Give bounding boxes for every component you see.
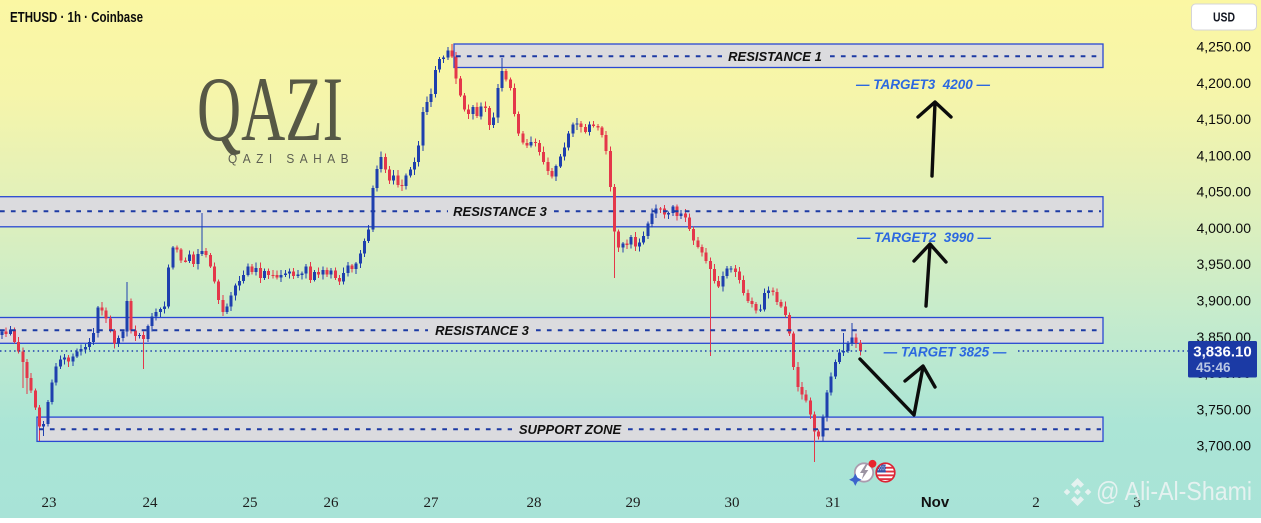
svg-text:— TARGET2 3990 —: — TARGET2 3990 — (856, 230, 992, 245)
svg-text:RESISTANCE 3: RESISTANCE 3 (435, 323, 529, 338)
svg-text:23: 23 (42, 495, 57, 511)
svg-text:4,000.00: 4,000.00 (1197, 220, 1252, 236)
svg-text:3,700.00: 3,700.00 (1197, 438, 1252, 454)
svg-text:4,050.00: 4,050.00 (1197, 184, 1252, 200)
svg-text:— TARGET3 4200 —: — TARGET3 4200 — (855, 77, 991, 92)
svg-text:45:46: 45:46 (1196, 360, 1231, 375)
svg-text:3: 3 (1133, 495, 1141, 511)
svg-text:28: 28 (527, 495, 542, 511)
svg-text:ETHUSD · 1h · Coinbase: ETHUSD · 1h · Coinbase (10, 10, 143, 26)
svg-text:2: 2 (1032, 495, 1040, 511)
svg-text:Nov: Nov (921, 494, 950, 511)
svg-text:3,950.00: 3,950.00 (1197, 256, 1252, 272)
svg-text:4,200.00: 4,200.00 (1197, 75, 1252, 91)
svg-text:USD: USD (1213, 11, 1235, 25)
svg-text:RESISTANCE 1: RESISTANCE 1 (728, 49, 822, 64)
svg-text:25: 25 (243, 495, 258, 511)
svg-text:3,836.10: 3,836.10 (1193, 344, 1251, 361)
svg-text:@ Ali-Al-Shami: @ Ali-Al-Shami (1096, 476, 1252, 506)
svg-text:3,850.00: 3,850.00 (1197, 329, 1252, 345)
svg-text:3,900.00: 3,900.00 (1197, 293, 1252, 309)
svg-text:4,250.00: 4,250.00 (1197, 39, 1252, 55)
svg-text:QAZI: QAZI (197, 58, 343, 160)
svg-text:SUPPORT ZONE: SUPPORT ZONE (519, 422, 622, 437)
svg-text:3,750.00: 3,750.00 (1197, 401, 1252, 417)
svg-text:RESISTANCE 3: RESISTANCE 3 (453, 204, 547, 219)
svg-text:QAZI SAHAB: QAZI SAHAB (228, 151, 354, 166)
svg-text:— TARGET 3825 —: — TARGET 3825 — (883, 345, 1007, 360)
svg-text:24: 24 (143, 495, 159, 511)
svg-text:4,100.00: 4,100.00 (1197, 147, 1252, 163)
svg-text:27: 27 (424, 495, 440, 511)
svg-text:4,150.00: 4,150.00 (1197, 111, 1252, 127)
svg-text:30: 30 (725, 495, 740, 511)
svg-text:26: 26 (324, 495, 340, 511)
svg-text:31: 31 (826, 495, 841, 511)
svg-text:29: 29 (626, 495, 641, 511)
